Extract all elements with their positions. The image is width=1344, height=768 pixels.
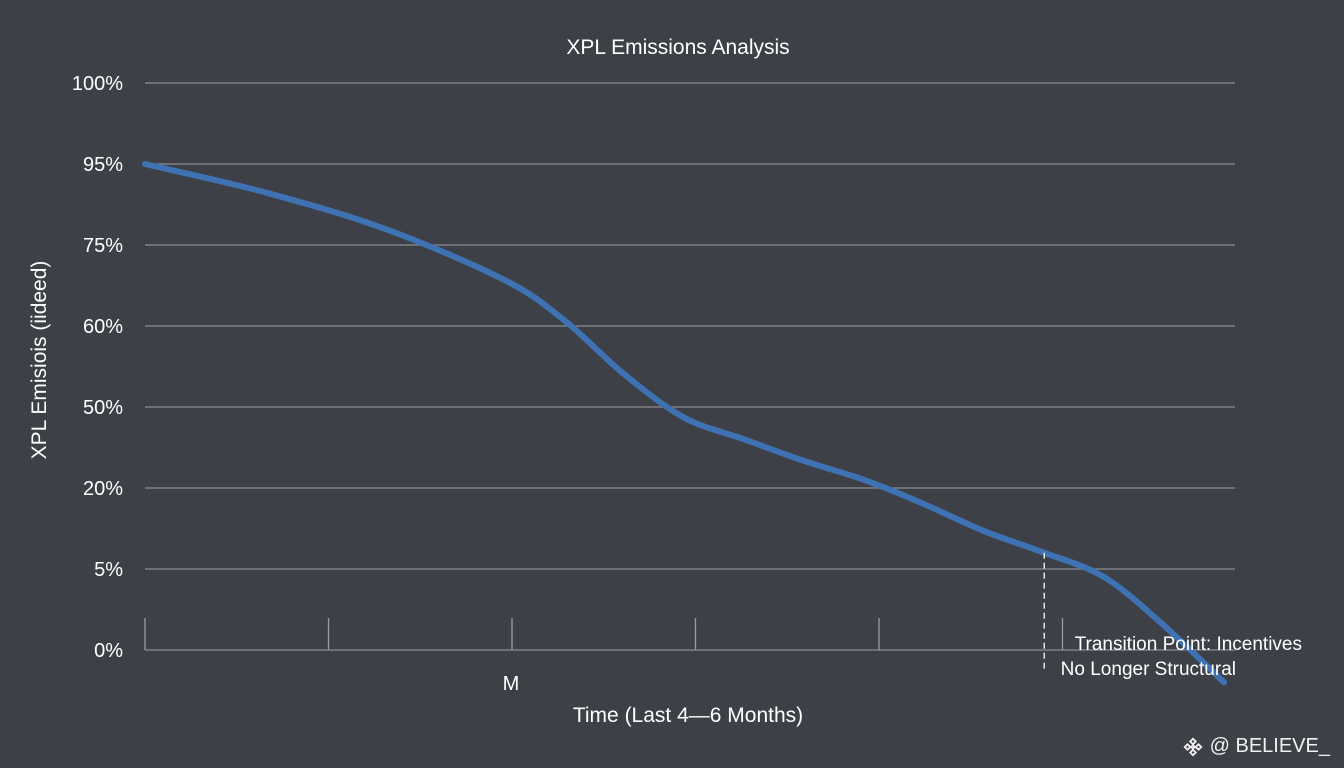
transition-annotation-line: Transition Point: Incentives	[1075, 634, 1302, 655]
series-layer	[142, 161, 1228, 686]
y-axis-label: XPL Emisiois (iideed)	[28, 261, 51, 460]
x-axis-label: Time (Last 4—6 Months)	[573, 704, 803, 727]
x-tick-label: M	[503, 673, 520, 695]
y-tick-label: 60%	[83, 316, 123, 338]
y-tick-label: 20%	[83, 478, 123, 500]
y-tick-label: 0%	[94, 640, 123, 662]
gridlines	[145, 82, 1235, 651]
y-tick-label: 95%	[83, 154, 123, 176]
annotation-layer: Transition Point: Incentives No Longer St…	[1043, 552, 1302, 680]
transition-annotation-line: No Longer Structural	[1061, 659, 1236, 680]
binance-diamond-icon	[1183, 736, 1203, 757]
watermark-text: @ BELIEVE_	[1209, 735, 1330, 757]
x-axis-ticks: M	[144, 618, 1064, 695]
y-tick-label: 75%	[83, 235, 123, 257]
y-tick-label: 50%	[83, 397, 123, 419]
y-tick-label: 5%	[94, 559, 123, 581]
chart-title: XPL Emissions Analysis	[566, 36, 789, 59]
watermark: @ BELIEVE_	[1182, 735, 1330, 758]
y-tick-labels: 100% 95% 75% 60% 50% 20% 5% 0%	[72, 73, 123, 662]
y-tick-label: 100%	[72, 73, 123, 95]
series-line-0	[142, 161, 1228, 686]
